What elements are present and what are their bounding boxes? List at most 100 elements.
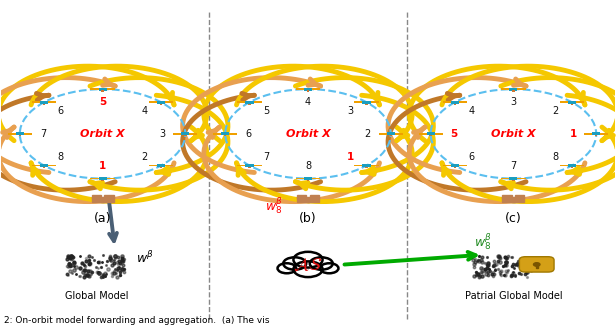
Bar	[509, 177, 517, 180]
Bar	[513, 180, 514, 181]
Bar	[517, 178, 525, 179]
Text: 3: 3	[159, 129, 165, 139]
Text: 7: 7	[263, 152, 269, 162]
Bar	[568, 164, 576, 167]
Text: 8: 8	[305, 161, 311, 171]
Circle shape	[293, 262, 323, 277]
Bar	[160, 104, 163, 105]
Bar	[102, 198, 103, 202]
Text: 7: 7	[40, 129, 46, 139]
FancyBboxPatch shape	[519, 257, 554, 272]
Bar	[595, 135, 598, 136]
Bar	[418, 133, 427, 135]
Bar	[224, 135, 227, 136]
Bar	[18, 135, 21, 136]
Bar	[365, 167, 368, 168]
Bar	[571, 104, 573, 105]
Bar	[107, 89, 115, 90]
Text: 5: 5	[99, 97, 106, 107]
Bar	[354, 102, 362, 103]
Text: 3: 3	[511, 97, 516, 107]
Bar	[310, 195, 319, 198]
Bar	[453, 104, 456, 105]
Text: 6: 6	[245, 129, 251, 139]
Text: Orbit X: Orbit X	[286, 129, 330, 139]
Circle shape	[293, 252, 323, 268]
Bar	[254, 165, 262, 166]
Bar	[304, 177, 312, 180]
Text: 6: 6	[57, 106, 63, 116]
Bar	[600, 133, 609, 135]
Bar	[517, 89, 525, 90]
Circle shape	[533, 263, 540, 266]
Bar	[560, 102, 568, 103]
Bar	[237, 102, 245, 103]
Bar	[568, 101, 576, 104]
Bar	[184, 135, 187, 136]
Text: Global Model: Global Model	[65, 291, 128, 301]
Bar	[248, 167, 251, 168]
Bar	[503, 197, 524, 202]
Bar	[99, 177, 107, 180]
Text: (c): (c)	[505, 212, 522, 225]
Text: $w_8^{\beta}$: $w_8^{\beta}$	[474, 231, 492, 252]
Bar	[157, 164, 165, 167]
Text: 4: 4	[305, 97, 311, 107]
Bar	[501, 89, 509, 90]
Bar	[149, 102, 157, 103]
Bar	[435, 133, 443, 135]
Bar	[104, 195, 113, 198]
Bar	[32, 165, 40, 166]
Bar	[312, 178, 320, 179]
Text: 8: 8	[57, 152, 63, 162]
Bar	[91, 178, 99, 179]
Bar	[102, 91, 103, 92]
Bar	[48, 102, 56, 103]
Bar	[503, 195, 512, 198]
Bar	[427, 132, 435, 135]
Text: 1: 1	[347, 152, 354, 162]
Bar	[443, 102, 451, 103]
Bar	[165, 102, 173, 103]
Bar	[304, 88, 312, 91]
Bar	[509, 88, 517, 91]
Text: Orbit X: Orbit X	[80, 129, 125, 139]
Bar	[371, 165, 379, 166]
Bar	[229, 133, 237, 135]
Bar	[354, 165, 362, 166]
Bar	[248, 104, 251, 105]
Bar	[576, 165, 584, 166]
Bar	[91, 89, 99, 90]
Bar	[296, 89, 304, 90]
Text: (b): (b)	[299, 212, 317, 225]
Bar	[102, 180, 103, 181]
Bar	[237, 165, 245, 166]
Bar	[99, 88, 107, 91]
Text: $w_8^{\beta}$: $w_8^{\beta}$	[265, 195, 283, 215]
Text: 1: 1	[569, 129, 577, 139]
Bar	[48, 165, 56, 166]
Text: 4: 4	[142, 106, 148, 116]
Bar	[189, 133, 198, 135]
Bar	[296, 178, 304, 179]
Text: 5: 5	[450, 129, 458, 139]
Bar	[245, 164, 254, 167]
Text: (a): (a)	[94, 212, 111, 225]
Bar	[92, 195, 101, 198]
Bar	[365, 104, 368, 105]
Text: 1: 1	[99, 161, 106, 171]
Bar	[592, 132, 600, 135]
Bar	[181, 132, 189, 135]
Bar	[213, 133, 221, 135]
Bar	[43, 104, 45, 105]
Bar	[379, 133, 387, 135]
Bar	[389, 135, 392, 136]
Text: 6: 6	[468, 152, 474, 162]
Bar	[157, 101, 165, 104]
Circle shape	[320, 263, 338, 273]
Bar	[307, 91, 309, 92]
Text: 5: 5	[263, 106, 269, 116]
Text: 2: 2	[365, 129, 371, 139]
Bar	[43, 167, 45, 168]
Text: $\mathcal{AS}$: $\mathcal{AS}$	[293, 256, 323, 274]
